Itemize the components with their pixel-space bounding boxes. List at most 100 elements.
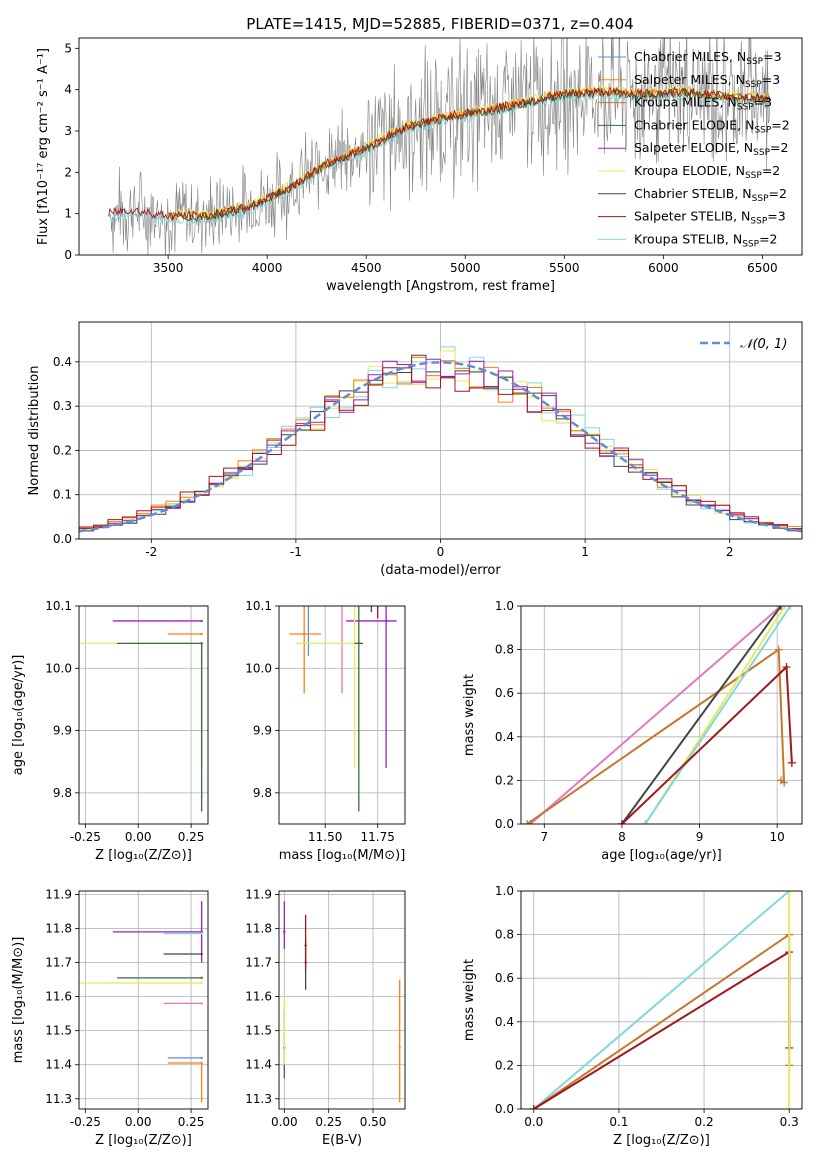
legend-label: Salpeter MILES, NSSP=3 [634, 72, 780, 90]
y-tick-label: 0.2 [495, 773, 514, 787]
y-axis-label: mass [log₁₀(M/M⊙)] [11, 937, 26, 1064]
axes-frame [78, 37, 803, 256]
x-tick-label: 3500 [153, 261, 184, 275]
x-tick-label: 4000 [252, 261, 283, 275]
y-tick-label: 2 [64, 165, 72, 179]
x-tick-label: 7 [540, 830, 548, 844]
y-tick-label: 0.3 [53, 399, 72, 413]
figure-title: PLATE=1415, MJD=52885, FIBERID=0371, z=0… [246, 15, 633, 33]
y-tick-label: 0.8 [495, 928, 514, 942]
x-tick-label: 8 [618, 830, 626, 844]
y-tick-label: 11.3 [45, 1092, 72, 1106]
x-tick-label: 0.1 [609, 1115, 628, 1129]
x-axis-label: E(B-V) [322, 1133, 362, 1148]
legend-label: Salpeter ELODIE, NSSP=2 [634, 140, 788, 158]
x-tick-label: 0.00 [271, 1115, 298, 1129]
axes-residuals: -2 -1 0 1 2 0.0 0.1 0.2 0.3 0.4 (data-model)/error… [27, 321, 803, 578]
plot-area [529, 891, 794, 1109]
y-tick-label: 11.4 [245, 1058, 272, 1072]
axes-frame [78, 890, 209, 1110]
y-tick-label: 9.8 [253, 786, 272, 800]
weight-marker [777, 776, 786, 785]
axes-weight_vs_Z: 0.0 0.1 0.2 0.3 0.0 0.2 0.4 0.6 0.8 1.0 Z [log₁₀(Z… [462, 884, 803, 1148]
x-tick-label: 11.75 [361, 830, 395, 844]
y-tick-label: 9.9 [53, 724, 72, 738]
y-tick-label: 5 [64, 41, 72, 55]
weight-marker [786, 606, 795, 610]
y-tick-label: 10.0 [45, 661, 72, 675]
weight-line-kroupa_stelib [533, 891, 790, 1109]
data-point [200, 930, 203, 934]
data-point [200, 1061, 203, 1065]
legend-label: Chabrier STELIB, NSSP=2 [634, 186, 787, 204]
y-tick-label: 9.8 [53, 786, 72, 800]
data-point [384, 619, 388, 623]
x-tick-label: 0.00 [125, 830, 152, 844]
axes-age_vs_Z: -0.25 0.00 0.25 9.8 9.9 10.0 10.1 Z [log₁₀(Z/Z⊙… [11, 599, 209, 863]
y-tick-label: 0.0 [53, 532, 72, 546]
data-point [200, 952, 203, 956]
y-tick-label: 10.1 [45, 599, 72, 613]
x-tick-label: 2 [726, 545, 734, 559]
y-axis-label: Normed distribution [27, 366, 42, 496]
weight-marker [523, 820, 532, 824]
y-tick-label: 10.0 [245, 661, 272, 675]
weight-marker [785, 891, 794, 895]
x-axis-label: mass [log₁₀(M/M⊙)] [279, 848, 406, 863]
x-tick-label: -0.25 [70, 830, 101, 844]
data-point [200, 619, 203, 623]
axes-frame [278, 890, 406, 1110]
y-tick-label: 0.4 [53, 355, 72, 369]
weight-marker [617, 820, 626, 824]
y-tick-label: 1.0 [495, 599, 514, 613]
weight-marker [777, 606, 786, 610]
x-axis-label: wavelength [Angstrom, rest frame] [326, 279, 555, 294]
axes-frame [78, 321, 803, 540]
y-tick-label: 0.6 [495, 686, 514, 700]
x-tick-label: 4500 [351, 261, 382, 275]
y-tick-label: 11.8 [45, 921, 72, 935]
residual-hist-salpeter_stelib [79, 367, 802, 530]
weight-line-kroupa_miles [526, 647, 786, 824]
data-point [357, 642, 360, 645]
x-tick-label: 5000 [450, 261, 481, 275]
weight-marker [787, 758, 796, 767]
axes-frame [520, 605, 803, 825]
data-point [200, 932, 203, 935]
weight-marker [780, 606, 789, 610]
x-tick-label: -2 [145, 545, 157, 559]
axes-weight_vs_age: 7 8 9 10 0.0 0.2 0.4 0.6 0.8 1.0 age [log₁₀(age/yr… [462, 599, 803, 863]
axes-age_vs_mass: 11.50 11.75 9.8 9.9 10.0 10.1 mass [log₁₀(M/M⊙… [245, 599, 406, 863]
y-tick-label: 11.9 [245, 887, 272, 901]
plot-area [79, 346, 802, 533]
y-tick-label: 0 [64, 248, 72, 262]
weight-marker [774, 645, 783, 654]
y-axis-label: Flux [fλ10⁻¹⁷ erg cm⁻² s⁻¹ A⁻¹] [36, 48, 51, 245]
weight-line-pink [529, 606, 782, 824]
x-tick-label: 0.50 [360, 1115, 387, 1129]
y-tick-label: 11.9 [45, 887, 72, 901]
x-tick-label: 9 [696, 830, 704, 844]
axes-frame [78, 605, 209, 825]
x-tick-label: 11.50 [308, 830, 342, 844]
legend-label: Kroupa ELODIE, NSSP=2 [634, 163, 780, 181]
axes-spectrum: 3500 4000 4500 5000 5500 6000 6500 0 1 2 3 4 5 wavele… [36, 37, 803, 294]
y-tick-label: 0.2 [495, 1058, 514, 1072]
plot-area [283, 901, 401, 1103]
legend-label: Chabrier ELODIE, NSSP=2 [634, 117, 790, 135]
y-tick-label: 0.4 [495, 730, 514, 744]
weight-marker [641, 820, 650, 824]
weight-marker [785, 1105, 794, 1109]
x-tick-label: 10 [770, 830, 785, 844]
y-tick-label: 11.5 [45, 1024, 72, 1038]
y-axis-label: mass weight [462, 674, 477, 756]
x-tick-label: 0.25 [178, 1115, 205, 1129]
x-tick-label: 0 [437, 545, 445, 559]
y-tick-label: 11.6 [45, 990, 72, 1004]
plot-area [289, 606, 397, 812]
x-axis-label: Z [log₁₀(Z/Z⊙)] [613, 1133, 710, 1148]
y-tick-label: 11.5 [245, 1024, 272, 1038]
spectrum-legend: Chabrier MILES, NSSP=3 Salpeter MILES, NS… [598, 49, 790, 249]
y-axis-label: age [log₁₀(age/yr)] [11, 655, 26, 776]
